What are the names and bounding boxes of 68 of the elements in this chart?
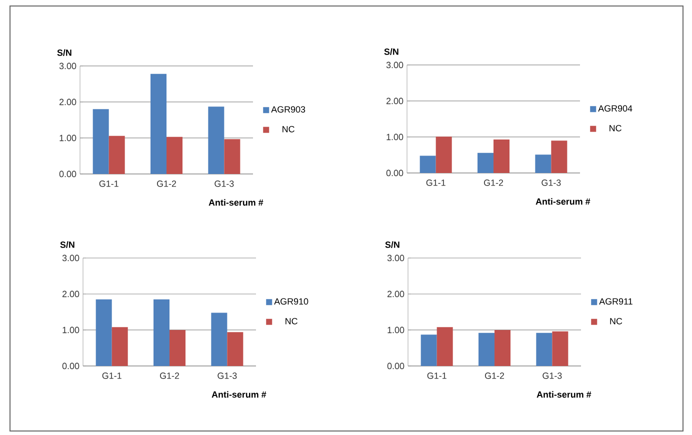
bar (420, 334, 437, 366)
legend-label: AGR910 (274, 298, 308, 305)
bar (227, 332, 244, 366)
y-tick-label: 1.00 (386, 134, 404, 140)
y-tick-label: 0.00 (386, 170, 404, 176)
y-tick-label: 3.00 (59, 62, 76, 70)
x-axis-title: Anti-serum # (536, 391, 592, 398)
x-tick-label: G1-2 (156, 180, 176, 187)
legend-label: NC (610, 318, 622, 324)
x-tick-label: G1-2 (160, 372, 180, 379)
y-tick-label: 0.00 (62, 362, 80, 370)
y-tick-label: 0.00 (59, 170, 76, 178)
bar (224, 139, 240, 174)
bar (535, 154, 552, 173)
bar (92, 109, 109, 174)
x-tick-label: G1-3 (542, 372, 562, 379)
x-tick-label: G1-2 (484, 372, 504, 379)
x-tick-label: G1-1 (99, 180, 118, 187)
bar (552, 331, 568, 366)
y-axis-title: S/N (57, 49, 72, 56)
x-tick-label: G1-3 (218, 372, 237, 379)
y-axis-title: S/N (385, 241, 400, 248)
x-tick-label: G1-2 (484, 180, 504, 186)
legend-label: AGR904 (598, 105, 632, 112)
y-tick-label: 1.00 (60, 134, 76, 142)
y-axis-title: S/N (60, 241, 74, 248)
y-tick-label: 2.00 (387, 290, 404, 298)
y-tick-label: 3.00 (62, 254, 80, 262)
legend-label: NC (282, 126, 294, 132)
y-tick-label: 2.00 (62, 290, 80, 298)
bar (170, 330, 186, 366)
bar (154, 299, 170, 366)
bar (478, 332, 495, 366)
y-axis-title: S/N (384, 48, 398, 55)
x-tick-label: G1-3 (214, 180, 234, 187)
y-tick-label: 3.00 (387, 254, 404, 262)
bar (166, 136, 183, 174)
y-tick-label: 3.00 (386, 62, 404, 68)
bar (112, 327, 128, 366)
bar (494, 330, 511, 366)
y-tick-label: 2.00 (386, 98, 404, 104)
x-tick-label: G1-3 (542, 180, 561, 186)
x-axis-title: Anti-serum # (208, 199, 264, 206)
bar (420, 156, 436, 173)
legend-label: NC (610, 124, 622, 132)
x-tick-label: G1-1 (102, 372, 122, 379)
bar (96, 299, 112, 366)
legend-label: AGR911 (599, 298, 632, 305)
bar (494, 140, 510, 173)
bar (536, 332, 552, 366)
legend-label: NC (286, 318, 298, 324)
x-axis-title: Anti-serum # (212, 391, 266, 398)
bar (478, 152, 494, 173)
y-tick-label: 1.00 (388, 326, 404, 334)
y-tick-label: 1.00 (62, 326, 80, 334)
bar (551, 140, 568, 173)
bar (211, 312, 228, 366)
x-axis-title: Anti-serum # (536, 198, 590, 205)
y-tick-label: 0.00 (387, 362, 404, 370)
bar (436, 136, 452, 173)
bar (208, 106, 224, 174)
bar (108, 136, 125, 174)
legend-label: AGR903 (271, 106, 306, 113)
x-tick-label: G1-1 (427, 372, 446, 379)
bar (150, 74, 167, 174)
bar (436, 327, 453, 366)
y-tick-label: 2.00 (59, 98, 76, 106)
x-tick-label: G1-1 (426, 180, 446, 186)
